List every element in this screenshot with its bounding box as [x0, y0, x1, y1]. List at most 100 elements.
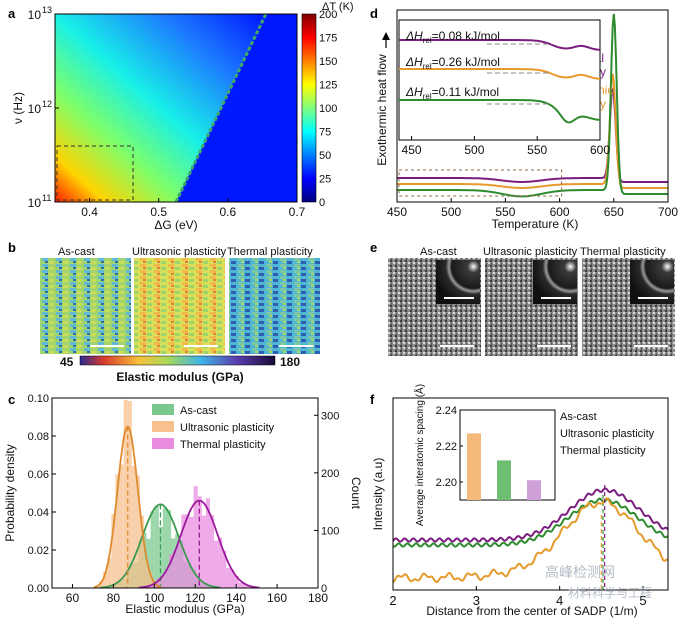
y-axis-label: Intensity (a.u) [371, 458, 385, 531]
histogram-bar [218, 537, 223, 588]
legend-label: Thermal plasticity [180, 439, 266, 451]
histogram-bar [234, 575, 239, 588]
x-tick-label: 120 [185, 591, 205, 605]
colorbar-tick-label: 150 [319, 56, 337, 68]
histogram-bar [146, 538, 151, 588]
histogram-bar [164, 569, 170, 588]
histogram-bar [154, 506, 159, 588]
y2-tick-label: 300 [321, 410, 339, 422]
histogram-bar [169, 554, 174, 588]
histogram-bar [111, 513, 116, 588]
colorbar [301, 13, 317, 203]
legend-swatch [152, 404, 174, 415]
y-tick-exponent: 11 [42, 193, 51, 203]
x-axis-label: ΔG (eV) [154, 218, 197, 232]
inset-curve [399, 99, 601, 124]
x-axis-label: Temperature (K) [492, 217, 579, 231]
x-tick-label: 600 [550, 205, 570, 219]
plot-frame [51, 397, 319, 589]
histogram-bar [205, 498, 210, 588]
legend-label: Thermal plasticity [560, 445, 646, 457]
tem-image-title: Thermal plasticity [580, 246, 666, 258]
histogram-bar [131, 465, 136, 588]
watermark-text: 高峰检测网 [545, 564, 615, 581]
x-tick-label: 2 [389, 593, 396, 608]
x-tick-label: 500 [441, 205, 461, 219]
colorbar-tick-label: 175 [319, 33, 337, 45]
y2-tick-label: 200 [321, 468, 339, 480]
y-tick-label: 10 [28, 102, 42, 116]
modulus-colorbar [79, 355, 276, 366]
colorbar-tick-label: 50 [319, 150, 331, 162]
legend-swatch [152, 421, 174, 432]
dsc-curve [397, 73, 668, 189]
y2-tick-label: 0 [321, 583, 327, 595]
enthalpy-subscript: rel [423, 62, 432, 71]
sadp-inset [630, 260, 674, 304]
histogram-bar [160, 575, 165, 588]
heatmap-gradient-region [55, 14, 266, 202]
enthalpy-value: =0.26 kJ/mol [432, 55, 500, 69]
tem-image-title: As-cast [420, 246, 457, 258]
histogram-bar [226, 568, 231, 588]
histogram-bar [123, 399, 128, 588]
y-axis-label: ν (Hz) [11, 92, 25, 124]
y-axis-label: Probability density [3, 444, 17, 541]
inset-bar [527, 480, 541, 500]
histogram-bar [144, 559, 149, 588]
x-tick-label: 60 [66, 591, 80, 605]
enthalpy-annotation: ΔHrel=0.11 kJ/mol [405, 85, 499, 101]
histogram-bar [238, 582, 243, 588]
colorbar-label: ΔT (K) [322, 1, 354, 13]
colorbar-tick-label: 100 [319, 103, 337, 115]
x-tick-label: 550 [495, 205, 515, 219]
modulus-map [134, 258, 225, 354]
enthalpy-annotation: ΔHrel=0.26 kJ/mol [405, 55, 500, 71]
y-tick-label: 0.06 [28, 469, 49, 481]
x-tick-label: 140 [226, 591, 246, 605]
y-tick-label: 0.08 [28, 431, 49, 443]
panel-label-a: a [8, 6, 16, 21]
y2-axis-label: Count [349, 477, 363, 510]
colorbar-tick-label: 200 [319, 9, 337, 21]
y-axis-arrowhead [382, 32, 390, 40]
colorbar-tick-label: 75 [319, 127, 331, 139]
inset-x-tick-label: 500 [464, 143, 484, 157]
y-tick-label: 10 [28, 8, 42, 22]
enthalpy-subscript: rel [423, 92, 432, 101]
modulus-map-title: As-cast [58, 246, 95, 258]
y-tick-exponent: 12 [42, 99, 52, 109]
inset-x-tick-label: 450 [402, 143, 422, 157]
histogram-bar [103, 571, 108, 588]
histogram-bar [148, 585, 153, 588]
histogram-bar [158, 526, 163, 588]
x-tick-label: 3 [473, 593, 480, 608]
heatmap-dashed-box [56, 145, 134, 201]
y-tick-label: 0.00 [28, 583, 49, 595]
histogram-bar [135, 475, 140, 588]
x-axis-label: Distance from the center of SADP (1/m) [426, 604, 637, 618]
sadp-inset [533, 260, 577, 304]
x-tick-label: 100 [144, 591, 164, 605]
x-tick-label: 0.7 [289, 205, 306, 219]
watermark-text-2: 材料科学与工程 [568, 585, 652, 600]
histogram-bar [156, 578, 161, 588]
enthalpy-annotation: ΔHrel=0.08 kJ/mol [405, 29, 500, 45]
inset-bar [467, 433, 481, 500]
intensity-curve [392, 497, 669, 548]
histogram-bar [99, 581, 104, 588]
histogram-bar [162, 508, 167, 588]
colorbar-min-label: 45 [60, 355, 74, 369]
panel-label-e: e [370, 240, 377, 255]
x-tick-label: 0.6 [220, 205, 237, 219]
histogram-bar [230, 569, 235, 588]
y-tick-exponent: 13 [42, 5, 52, 15]
panel-c-histogram: 60 80 100 120 140 160 180 0.00 0.02 0.04 0.06 0.08 0… [3, 393, 363, 616]
inset-bar [497, 460, 511, 500]
x-tick-label: 180 [308, 591, 328, 605]
histogram-bar [107, 558, 112, 588]
enthalpy-value: =0.11 kJ/mol [432, 85, 499, 99]
enthalpy-symbol: ΔH [405, 85, 423, 99]
legend-label: As-cast [180, 405, 217, 417]
